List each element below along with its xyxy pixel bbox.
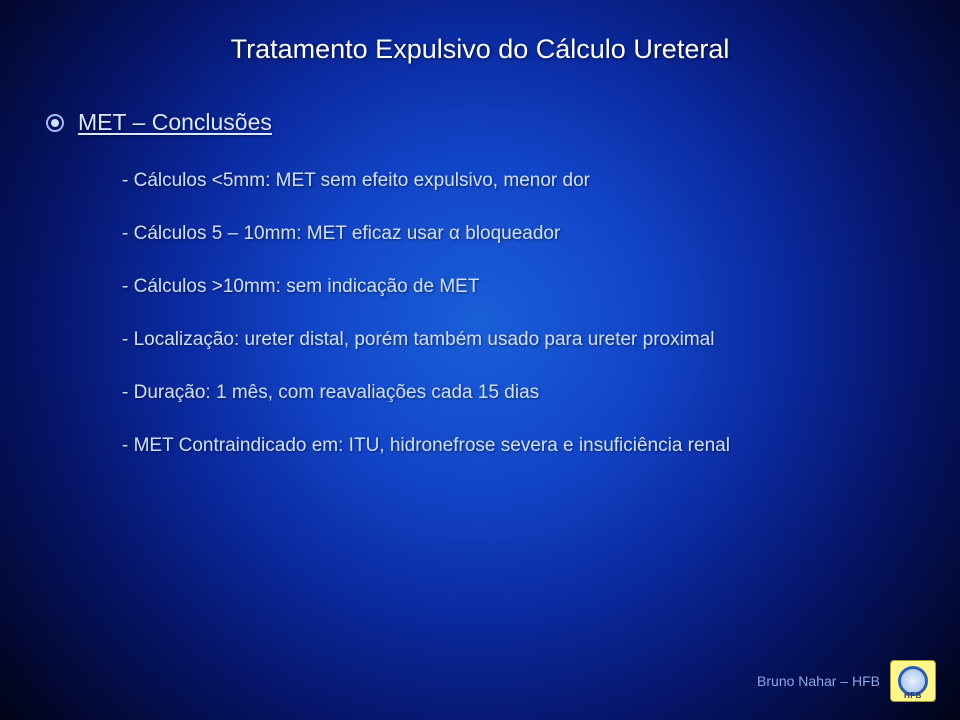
list-item: - Cálculos >10mm: sem indicação de MET <box>122 276 900 298</box>
logo-text: HFB <box>891 691 935 700</box>
target-bullet-icon <box>46 114 64 132</box>
list-item: - Localização: ureter distal, porém tamb… <box>122 329 900 351</box>
list-item: - MET Contraindicado em: ITU, hidronefro… <box>122 435 900 457</box>
section-heading-row: MET – Conclusões <box>46 109 900 136</box>
conclusions-list: - Cálculos <5mm: MET sem efeito expulsiv… <box>122 170 900 457</box>
slide: Tratamento Expulsivo do Cálculo Ureteral… <box>0 0 960 720</box>
hfb-logo-icon: HFB <box>890 660 936 702</box>
slide-title: Tratamento Expulsivo do Cálculo Ureteral <box>60 34 900 65</box>
list-item: - Cálculos <5mm: MET sem efeito expulsiv… <box>122 170 900 192</box>
list-item: - Duração: 1 mês, com reavaliações cada … <box>122 382 900 404</box>
footer: Bruno Nahar – HFB HFB <box>757 660 936 702</box>
author-label: Bruno Nahar – HFB <box>757 673 880 689</box>
list-item: - Cálculos 5 – 10mm: MET eficaz usar α b… <box>122 223 900 245</box>
section-label: MET – Conclusões <box>78 109 272 136</box>
